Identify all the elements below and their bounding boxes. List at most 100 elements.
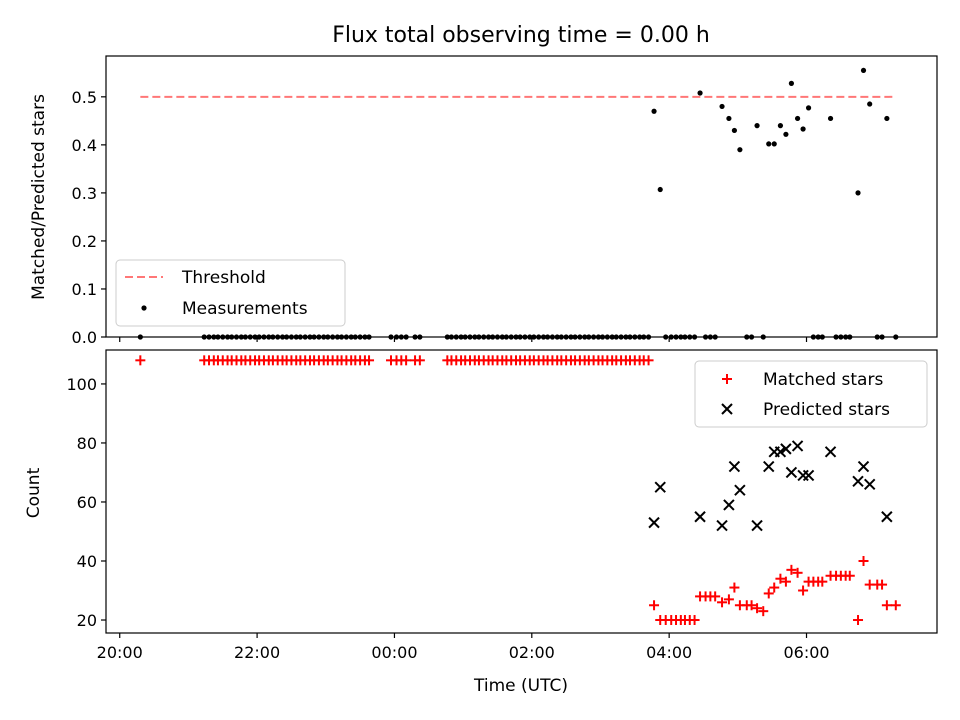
measurement-point: [388, 334, 394, 340]
bottom-legend: [694, 360, 928, 428]
matched-star-point: [135, 355, 146, 366]
measurement-point: [311, 334, 317, 340]
measurement-point: [591, 334, 597, 340]
measurement-point: [613, 334, 619, 340]
measurement-point: [819, 334, 825, 340]
cross-b: [863, 478, 876, 490]
measurement-point: [847, 334, 853, 340]
bottom-panel: 20 40 60 80 100 20:00 22:00 00:00 02:00 04:00 06:0…: [66, 349, 938, 662]
measurement-point: [645, 334, 652, 340]
bottom-axes-frame: [105, 349, 938, 634]
measurement-point: [503, 334, 509, 340]
predicted-star-point: [863, 478, 876, 490]
measurement-point: [137, 334, 143, 340]
matched-star-point: [364, 355, 375, 366]
measurement-point: [805, 105, 812, 111]
matched-star-point: [649, 600, 660, 611]
cross-b: [785, 466, 798, 479]
predicted-star-point: [881, 511, 893, 523]
measurement-point: [256, 334, 262, 340]
x-tick-label: 02:00: [509, 643, 555, 662]
matched-star-point: [752, 603, 763, 614]
measurement-point: [838, 334, 844, 340]
x-axis-label: Time (UTC): [473, 676, 568, 696]
measurement-point: [879, 334, 885, 340]
measurement-point: [582, 334, 588, 340]
measurement-point: [472, 334, 478, 340]
measurement-point: [568, 334, 574, 340]
measurement-point: [508, 334, 514, 340]
measurement-point: [833, 334, 839, 340]
measurement-point: [855, 190, 861, 196]
top-y-tick-label: 0.0: [72, 328, 97, 347]
chart-title: Flux total observing time = 0.00 h: [332, 23, 710, 48]
matched-star-point: [798, 585, 809, 596]
cross-b: [723, 499, 735, 511]
predicted-star-point: [728, 460, 741, 473]
x-tick-label: 22:00: [234, 643, 280, 662]
measurement-point: [827, 115, 834, 122]
measurement-point: [338, 334, 345, 340]
measurement-point: [261, 334, 267, 340]
measurement-point: [771, 141, 777, 147]
measurement-point: [707, 334, 713, 340]
matched-star-point: [729, 582, 740, 593]
predicted-star-point: [763, 460, 775, 473]
cross-b: [721, 403, 733, 415]
legend-measurements-swatch: [141, 305, 147, 311]
measurement-point: [307, 334, 313, 340]
measurement-point: [668, 334, 674, 340]
measurement-point: [366, 334, 372, 340]
matched-star-point: [817, 576, 828, 587]
measurement-point: [760, 334, 766, 340]
measurement-point: [522, 334, 528, 340]
cross-b: [694, 511, 706, 523]
predicted-star-point: [734, 484, 746, 496]
legend-measurements-label: Measurements: [182, 299, 308, 319]
measurement-point: [288, 334, 295, 340]
matched-star-point: [858, 555, 869, 566]
measurement-point: [448, 334, 455, 340]
measurement-point: [485, 334, 492, 340]
measurement-point: [788, 80, 795, 86]
matched-star-point: [877, 579, 888, 590]
cross-b: [791, 440, 804, 452]
top-panel: 0.0 0.1 0.2 0.3 0.4 0.5 Threshold Measurements: [72, 55, 938, 347]
cross-b: [763, 460, 775, 473]
measurement-point: [558, 334, 564, 340]
measurement-point: [682, 334, 688, 340]
matched-star-point: [792, 567, 803, 578]
measurement-point: [623, 334, 629, 340]
measurement-point: [563, 334, 569, 340]
measurement-point: [702, 334, 709, 340]
measurement-point: [673, 334, 679, 340]
measurement-point: [536, 334, 542, 340]
matched-star-point: [853, 615, 864, 626]
measurement-point: [893, 334, 899, 340]
matched-star-point: [414, 355, 425, 366]
measurement-point: [577, 334, 583, 340]
matched-star-point: [769, 582, 780, 593]
matched-star-point: [643, 355, 654, 366]
top-y-tick-label: 0.1: [72, 280, 97, 299]
matched-star-point: [717, 597, 728, 608]
measurement-point: [233, 334, 240, 340]
measurement-point: [697, 90, 703, 96]
measurement-point: [275, 334, 281, 340]
top-legend: [115, 259, 346, 327]
measurement-point: [270, 334, 276, 340]
measurement-point: [348, 334, 354, 340]
measurement-point: [637, 334, 643, 340]
measurement-point: [252, 334, 258, 340]
measurement-point: [499, 334, 505, 340]
measurement-point: [663, 334, 669, 340]
measurement-point: [316, 334, 322, 340]
measurement-point: [453, 334, 459, 340]
measurement-point: [874, 334, 880, 340]
measurement-point: [458, 334, 464, 340]
measurement-point: [467, 334, 473, 340]
measurement-point: [657, 186, 663, 193]
measurement-point: [279, 334, 286, 340]
cross-b: [802, 469, 815, 482]
measurement-point: [744, 334, 750, 340]
